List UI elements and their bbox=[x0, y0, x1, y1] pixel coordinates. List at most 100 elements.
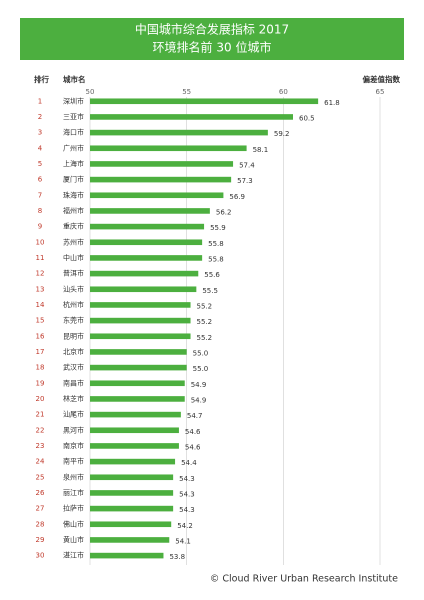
y-tick-label: 黄山市 bbox=[63, 535, 84, 544]
value-label: 55.6 bbox=[204, 271, 220, 279]
bar bbox=[90, 208, 210, 214]
y-tick-label: 普洱市 bbox=[63, 269, 84, 278]
rank-label: 28 bbox=[36, 520, 45, 528]
y-tick-label: 北京市 bbox=[63, 347, 84, 356]
rank-label: 12 bbox=[36, 270, 45, 278]
bar bbox=[90, 349, 187, 355]
bar bbox=[90, 474, 174, 481]
rank-label: 19 bbox=[36, 379, 45, 387]
rank-label: 5 bbox=[38, 160, 42, 168]
x-tick-label: 60 bbox=[279, 88, 288, 96]
value-label: 60.5 bbox=[299, 114, 315, 122]
value-label: 54.6 bbox=[185, 428, 201, 436]
rank-label: 16 bbox=[36, 332, 45, 340]
y-tick-label: 深圳市 bbox=[63, 96, 84, 105]
y-tick-label: 昆明市 bbox=[63, 331, 84, 340]
bar bbox=[90, 114, 293, 120]
y-tick-label: 南京市 bbox=[63, 441, 84, 450]
y-tick-label: 丽江市 bbox=[63, 488, 84, 497]
chart-subtitle: 环境排名前 30 位城市 bbox=[153, 40, 272, 55]
bar bbox=[90, 521, 172, 528]
rank-label: 21 bbox=[36, 411, 45, 419]
x-axis-label: 偏差值指数 bbox=[363, 74, 401, 84]
y-tick-label: 武汉市 bbox=[63, 363, 84, 372]
y-tick-label: 中山市 bbox=[63, 253, 84, 262]
bar bbox=[90, 255, 203, 261]
bar bbox=[90, 161, 234, 167]
rank-label: 7 bbox=[38, 191, 42, 199]
rank-label: 9 bbox=[38, 223, 42, 231]
value-label: 58.1 bbox=[253, 146, 269, 154]
bar bbox=[90, 239, 203, 246]
y-tick-label: 佛山市 bbox=[63, 519, 84, 528]
rank-label: 10 bbox=[36, 238, 45, 246]
value-label: 56.9 bbox=[229, 193, 245, 201]
value-label: 56.2 bbox=[216, 208, 232, 216]
bar bbox=[90, 98, 319, 105]
y-tick-label: 三亚市 bbox=[63, 112, 84, 121]
rank-label: 24 bbox=[36, 458, 45, 466]
y-tick-label: 厦门市 bbox=[63, 175, 84, 184]
rank-label: 14 bbox=[36, 301, 45, 309]
bar bbox=[90, 302, 191, 308]
y-tick-label: 拉萨市 bbox=[63, 504, 84, 513]
value-label: 54.3 bbox=[179, 490, 195, 498]
value-label: 54.4 bbox=[181, 459, 197, 467]
value-label: 55.8 bbox=[208, 255, 224, 263]
value-label: 61.8 bbox=[324, 99, 340, 107]
y-tick-label: 林芝市 bbox=[63, 394, 84, 403]
rank-label: 23 bbox=[36, 442, 45, 450]
bar bbox=[90, 223, 205, 230]
y-tick-label: 广州市 bbox=[63, 143, 84, 152]
y-tick-label: 汕尾市 bbox=[63, 410, 84, 419]
rank-label: 29 bbox=[36, 536, 45, 544]
y-tick-label: 重庆市 bbox=[63, 222, 84, 231]
x-tick-label: 65 bbox=[376, 88, 385, 96]
rank-label: 20 bbox=[36, 395, 45, 403]
value-label: 55.9 bbox=[210, 224, 226, 232]
category-header: 城市名 bbox=[63, 74, 86, 84]
value-label: 59.2 bbox=[274, 130, 290, 138]
rank-label: 8 bbox=[38, 207, 42, 215]
bar bbox=[90, 443, 179, 449]
y-tick-label: 福州市 bbox=[63, 206, 84, 215]
bar bbox=[90, 129, 268, 136]
y-tick-label: 海口市 bbox=[63, 128, 84, 137]
y-tick-label: 杭州市 bbox=[63, 300, 84, 309]
value-label: 54.2 bbox=[177, 522, 193, 530]
bar bbox=[90, 380, 185, 387]
rank-label: 27 bbox=[36, 505, 45, 513]
value-label: 57.4 bbox=[239, 161, 255, 169]
y-tick-label: 湛江市 bbox=[63, 551, 84, 560]
value-label: 55.2 bbox=[197, 318, 213, 326]
rank-label: 1 bbox=[38, 97, 42, 105]
bar bbox=[90, 145, 247, 152]
value-label: 54.3 bbox=[179, 475, 195, 483]
bar bbox=[90, 427, 179, 434]
rank-header: 排行 bbox=[34, 74, 49, 84]
rank-label: 3 bbox=[38, 129, 42, 137]
bar bbox=[90, 411, 181, 418]
rank-label: 11 bbox=[36, 254, 45, 262]
y-tick-label: 上海市 bbox=[63, 159, 84, 168]
rank-label: 15 bbox=[36, 317, 45, 325]
y-tick-label: 苏州市 bbox=[63, 237, 84, 246]
y-tick-label: 黑河市 bbox=[63, 425, 84, 434]
value-label: 54.9 bbox=[191, 396, 207, 404]
rank-label: 26 bbox=[36, 489, 45, 497]
bar bbox=[90, 552, 164, 559]
bar bbox=[90, 458, 176, 465]
value-label: 55.5 bbox=[202, 287, 218, 295]
bar bbox=[90, 490, 174, 496]
value-label: 54.7 bbox=[187, 412, 203, 420]
title-banner bbox=[20, 18, 404, 60]
bar bbox=[90, 537, 170, 543]
rank-label: 13 bbox=[36, 285, 45, 293]
rank-label: 25 bbox=[36, 473, 45, 481]
rank-label: 6 bbox=[38, 176, 43, 184]
bar bbox=[90, 505, 174, 512]
value-label: 55.2 bbox=[197, 334, 213, 342]
rank-label: 22 bbox=[36, 426, 45, 434]
value-label: 53.8 bbox=[169, 553, 185, 561]
